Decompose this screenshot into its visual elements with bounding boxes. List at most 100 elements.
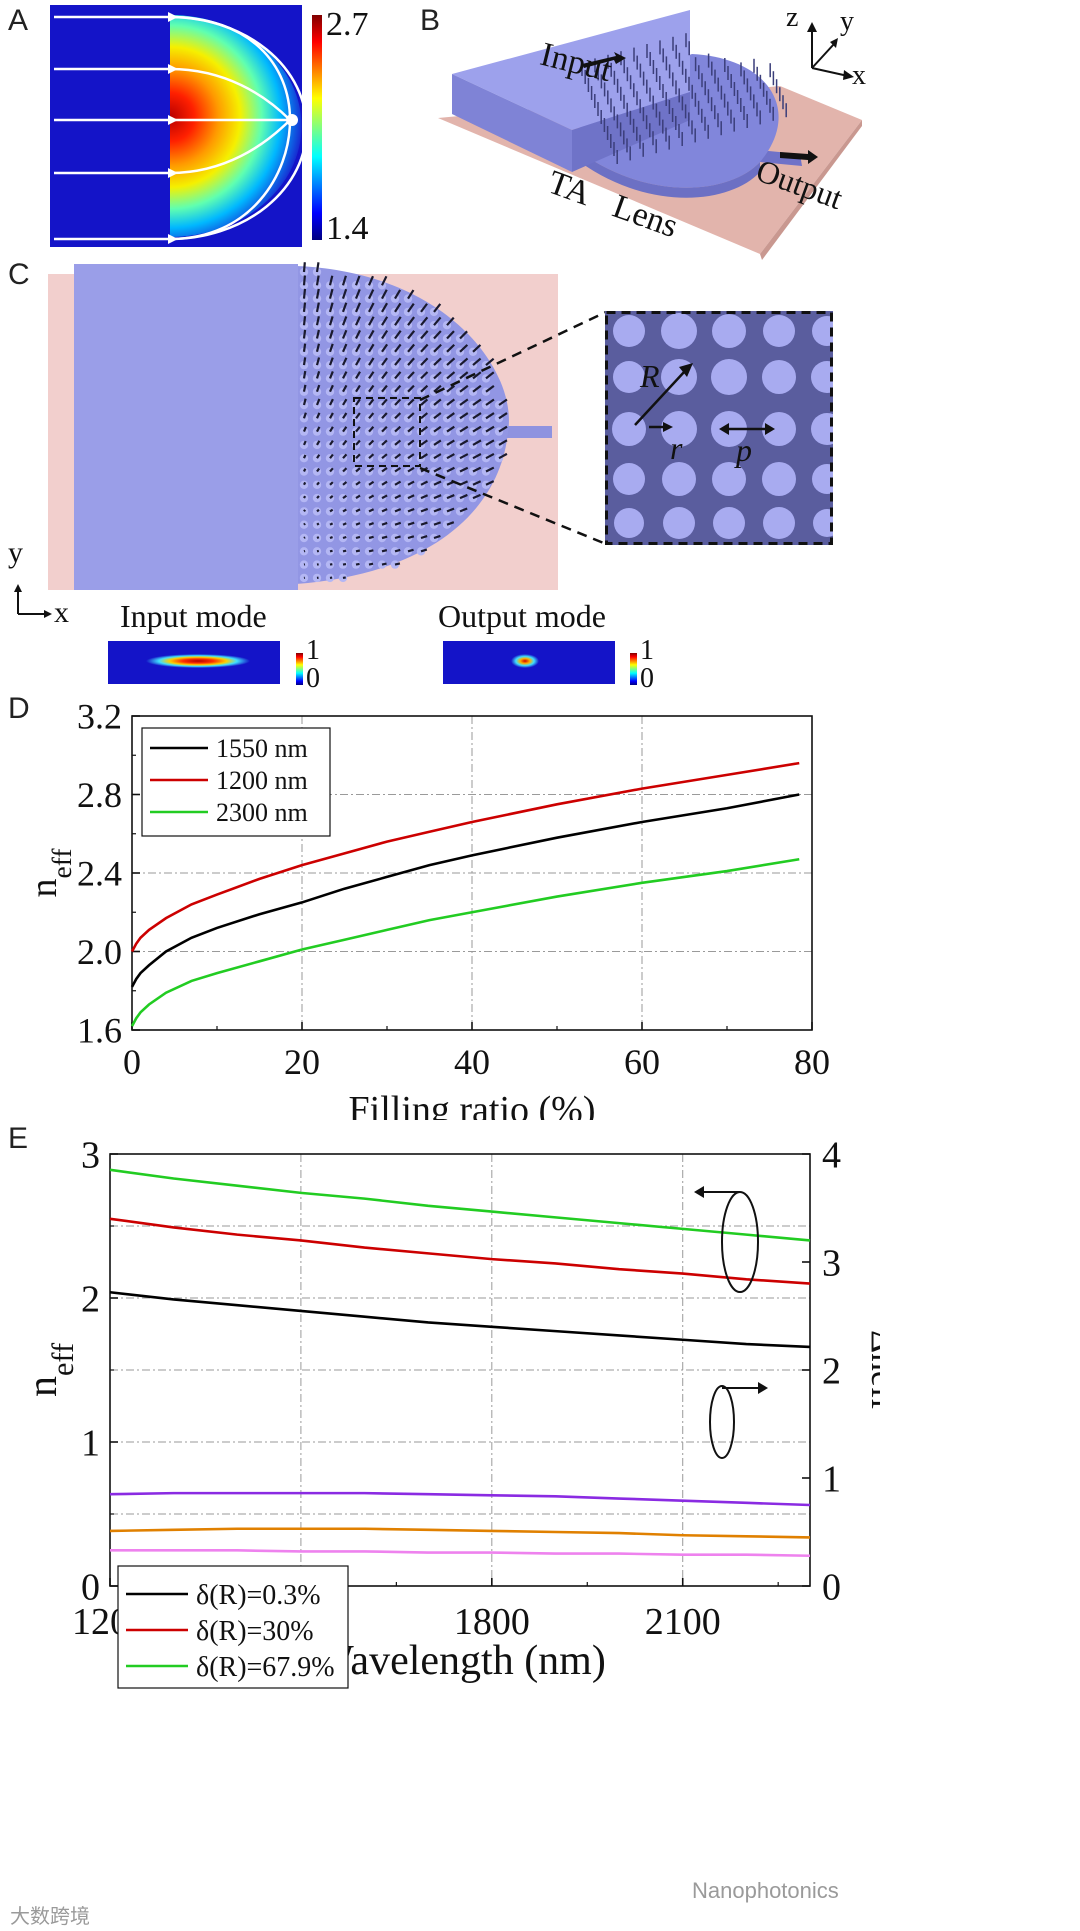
panel-b-label: B: [420, 4, 441, 37]
panel-e-chart: 1200150018002100012301234Wavelength (nm)…: [20, 1134, 880, 1689]
pillar-top: [338, 374, 348, 383]
y2-tick-label: 4: [822, 1134, 841, 1176]
pillar-top-shadow: [394, 371, 402, 380]
pillar-top-shadow: [433, 384, 442, 393]
legend: 1550 nm 1200 nm 2300 nm: [141, 727, 331, 837]
inset-hole: [763, 507, 795, 539]
pillar-top-shadow: [446, 494, 455, 500]
pillar-top-shadow: [446, 453, 455, 460]
pillar-top-shadow: [342, 522, 347, 526]
pillar-top-shadow: [368, 357, 375, 366]
legend-label: 1550 nm: [216, 734, 308, 763]
pillar-top-shadow: [302, 454, 307, 459]
pillar-top-shadow: [433, 466, 442, 473]
panel-e-label: E: [8, 1122, 29, 1155]
pillar-top: [299, 493, 309, 503]
pillar-top-shadow: [381, 535, 388, 540]
pillar-top-shadow: [328, 384, 334, 393]
pillar-top-shadow: [329, 522, 334, 526]
pillar-top-shadow: [329, 426, 334, 433]
input-mode-scale-min: 0: [306, 663, 320, 694]
pillar-top: [299, 281, 309, 290]
pillar-top-shadow: [315, 262, 320, 273]
pillar-top-shadow: [420, 425, 428, 433]
pillar-top-shadow: [368, 480, 375, 486]
pillar-top-shadow: [328, 302, 334, 313]
y-axis-label: neff: [23, 848, 77, 898]
pillar-top-shadow: [433, 303, 442, 313]
legend-label: δ(R)=30%: [196, 1616, 314, 1647]
legend-box: [117, 1565, 349, 1689]
pillar-top-shadow: [302, 357, 307, 366]
pillar-top-shadow: [446, 412, 455, 420]
legend-label: 2300 nm: [216, 798, 308, 827]
pillar-top: [364, 321, 374, 330]
pillar-top-shadow: [355, 522, 361, 526]
pillar-top-shadow: [381, 412, 388, 420]
panel-c-label: C: [8, 258, 30, 291]
pillar-top-shadow: [394, 316, 402, 326]
legend-box: [141, 727, 331, 837]
x-tick-label: 40: [454, 1042, 490, 1082]
pillar-top-shadow: [433, 316, 442, 326]
pillar-top: [325, 281, 335, 290]
pillar-top-shadow: [433, 357, 442, 366]
pillar-top-shadow: [329, 440, 334, 446]
pillar-top-shadow: [355, 357, 361, 366]
pillar-top: [299, 547, 309, 556]
pillar-top-shadow: [407, 398, 415, 406]
pillar-top-shadow: [420, 316, 429, 326]
pillar-top-shadow: [303, 536, 306, 539]
pillar-top-shadow: [498, 439, 508, 446]
pillar-top-shadow: [472, 439, 482, 446]
pillar-top-shadow: [303, 481, 307, 486]
pillar-top-shadow: [472, 493, 481, 500]
pillar-top: [312, 281, 322, 290]
pillar-top: [325, 307, 335, 317]
pillar-top-shadow: [329, 481, 334, 486]
pillar-top-shadow: [302, 343, 307, 352]
pillar-top-shadow: [381, 357, 388, 366]
pillar-top-shadow: [459, 412, 469, 420]
panel-c-axis-y: y: [8, 536, 23, 569]
pillar-top-shadow: [485, 439, 495, 446]
panel-a-colorbar-max: 2.7: [326, 6, 369, 43]
pillar-top-shadow: [407, 425, 415, 433]
input-mode-title: Input mode: [120, 598, 267, 634]
pillar-top-shadow: [341, 329, 348, 339]
pillar-top-shadow: [368, 521, 374, 526]
pillar-top-shadow: [459, 384, 469, 393]
x-tick-label: 80: [794, 1042, 830, 1082]
pillar-top-shadow: [368, 453, 375, 460]
pillar-top-shadow: [315, 302, 320, 313]
pillar-top-shadow: [368, 535, 374, 540]
pillar-top-shadow: [459, 357, 469, 366]
pillar-top-shadow: [407, 384, 415, 393]
pillar-top-shadow: [328, 316, 334, 326]
pillar-top: [299, 347, 309, 356]
output-mode-colorbar: [630, 653, 637, 685]
pillar-top-shadow: [342, 412, 348, 419]
pillar-top: [299, 454, 309, 463]
pillar-top-shadow: [355, 508, 361, 513]
pillar-top-shadow: [368, 426, 375, 433]
pillar-top-shadow: [355, 412, 361, 419]
pillar-top: [312, 387, 322, 396]
pillar-top-shadow: [394, 548, 401, 553]
right-axis-indicator: [709, 1385, 735, 1459]
pillar-top-shadow: [368, 412, 375, 420]
pillar-top-shadow: [420, 494, 429, 500]
pillar-top-shadow: [342, 398, 348, 406]
pillar-top-shadow: [354, 275, 361, 286]
pillar-top-shadow: [485, 480, 495, 486]
pillar-top-shadow: [329, 508, 334, 513]
pillar-top-shadow: [446, 371, 456, 380]
y2-axis-label: Δneff: [864, 1330, 880, 1410]
pillar-top: [325, 321, 335, 330]
inset-hole: [711, 359, 747, 395]
panel-d-chart: 0 20 40 60 80 1.6 2.0 2.4 2.8 3.2 Filling ratio (%…: [23, 697, 830, 1120]
pillar-top-shadow: [381, 480, 388, 486]
pillar-top-shadow: [342, 453, 348, 459]
pillar-top-shadow: [420, 507, 429, 513]
pillar-top-shadow: [315, 357, 321, 366]
